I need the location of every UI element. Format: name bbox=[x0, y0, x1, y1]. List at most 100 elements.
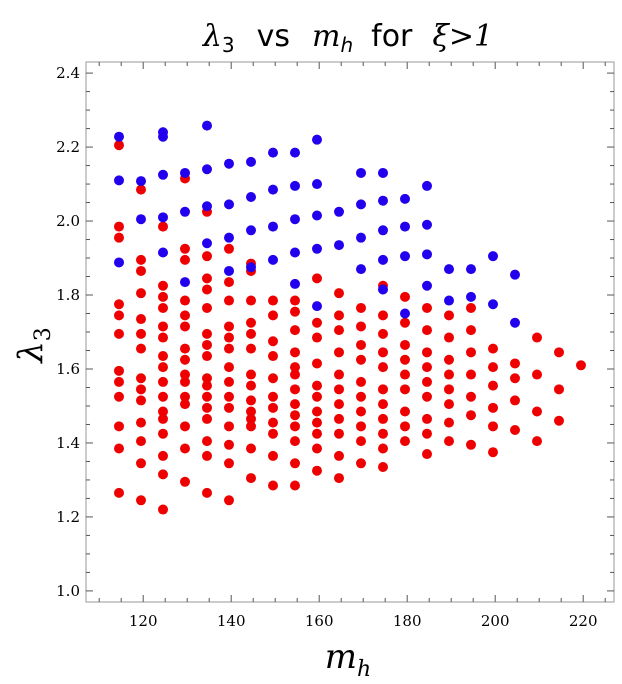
data-point-red bbox=[180, 391, 190, 402]
data-point-blue bbox=[224, 158, 234, 169]
data-point-blue bbox=[488, 299, 498, 310]
data-point-red bbox=[224, 495, 234, 506]
data-point-red bbox=[334, 325, 344, 336]
data-point-red bbox=[290, 325, 300, 336]
data-point-red bbox=[180, 421, 190, 432]
data-point-red bbox=[158, 362, 168, 373]
data-point-red bbox=[268, 428, 278, 439]
data-point-red bbox=[224, 332, 234, 343]
data-point-red bbox=[158, 321, 168, 332]
data-point-red bbox=[554, 384, 564, 395]
data-point-red bbox=[224, 376, 234, 387]
data-point-red bbox=[136, 288, 146, 299]
data-point-red bbox=[334, 347, 344, 358]
data-point-blue bbox=[334, 240, 344, 251]
data-point-blue bbox=[378, 195, 388, 206]
data-point-red bbox=[334, 310, 344, 321]
data-point-red bbox=[180, 321, 190, 332]
data-point-red bbox=[158, 332, 168, 343]
data-point-blue bbox=[202, 120, 212, 131]
data-point-red bbox=[114, 232, 124, 243]
x-tick-label: 200 bbox=[481, 612, 510, 630]
data-point-red bbox=[246, 328, 256, 339]
data-point-red bbox=[444, 436, 454, 447]
data-point-red bbox=[158, 391, 168, 402]
data-point-red bbox=[334, 288, 344, 299]
data-point-red bbox=[290, 369, 300, 380]
data-point-red bbox=[312, 465, 322, 476]
data-point-blue bbox=[400, 251, 410, 262]
data-point-red bbox=[378, 428, 388, 439]
data-point-red bbox=[422, 449, 432, 460]
title-m-sub: h bbox=[340, 33, 353, 57]
data-point-red bbox=[224, 402, 234, 413]
x-axis-label-sub: h bbox=[357, 657, 371, 682]
data-point-red bbox=[180, 243, 190, 254]
data-point-red bbox=[114, 421, 124, 432]
data-point-red bbox=[136, 395, 146, 406]
data-point-blue bbox=[290, 147, 300, 158]
data-point-blue bbox=[312, 210, 322, 221]
data-point-red bbox=[114, 310, 124, 321]
data-point-red bbox=[246, 380, 256, 391]
data-point-red bbox=[136, 328, 146, 339]
data-point-red bbox=[114, 299, 124, 310]
data-point-red bbox=[400, 406, 410, 417]
data-point-red bbox=[422, 347, 432, 358]
data-point-red bbox=[202, 402, 212, 413]
data-point-blue bbox=[268, 221, 278, 232]
data-point-blue bbox=[158, 169, 168, 180]
data-point-red bbox=[312, 428, 322, 439]
data-point-red bbox=[114, 376, 124, 387]
data-point-red bbox=[268, 295, 278, 306]
data-point-red bbox=[290, 410, 300, 421]
y-axis-label-sub: 3 bbox=[31, 327, 56, 341]
data-point-red bbox=[510, 373, 520, 384]
data-point-red bbox=[136, 458, 146, 469]
data-point-blue bbox=[158, 212, 168, 223]
x-axis-label: mh bbox=[325, 637, 371, 682]
data-point-red bbox=[488, 447, 498, 458]
data-point-red bbox=[158, 413, 168, 424]
data-point-red bbox=[444, 354, 454, 365]
data-point-blue bbox=[158, 247, 168, 258]
data-point-blue bbox=[114, 257, 124, 268]
data-point-blue bbox=[180, 277, 190, 288]
data-point-red bbox=[290, 362, 300, 373]
data-point-red bbox=[400, 339, 410, 350]
data-point-red bbox=[136, 384, 146, 395]
data-point-red bbox=[312, 406, 322, 417]
x-tick-label: 180 bbox=[393, 612, 422, 630]
data-point-blue bbox=[180, 167, 190, 178]
y-tick-label: 1.0 bbox=[56, 582, 80, 600]
data-point-red bbox=[202, 302, 212, 313]
axis-ticks: 120 140 160 180 200 220 1.0 1.2 1.4 1.6 1.8 2.0 2.2 2… bbox=[56, 62, 614, 630]
data-point-blue bbox=[510, 269, 520, 280]
data-point-red bbox=[202, 391, 212, 402]
data-point-red bbox=[466, 369, 476, 380]
title-lambda: λ bbox=[202, 19, 222, 54]
data-point-red bbox=[466, 302, 476, 313]
data-point-red bbox=[268, 450, 278, 461]
data-point-red bbox=[356, 421, 366, 432]
data-point-red bbox=[290, 436, 300, 447]
data-point-red bbox=[532, 369, 542, 380]
data-point-red bbox=[158, 302, 168, 313]
data-point-red bbox=[290, 295, 300, 306]
data-point-blue bbox=[290, 247, 300, 258]
data-point-red bbox=[136, 254, 146, 265]
data-point-red bbox=[180, 376, 190, 387]
data-point-red bbox=[334, 384, 344, 395]
data-point-red bbox=[202, 436, 212, 447]
data-point-red bbox=[312, 273, 322, 284]
data-point-blue bbox=[466, 264, 476, 275]
data-point-red bbox=[378, 310, 388, 321]
data-point-blue bbox=[356, 232, 366, 243]
data-point-red bbox=[444, 310, 454, 321]
data-point-red bbox=[224, 421, 234, 432]
data-point-blue bbox=[356, 199, 366, 210]
data-point-red bbox=[246, 413, 256, 424]
data-point-red bbox=[158, 351, 168, 362]
data-point-red bbox=[554, 347, 564, 358]
data-point-red bbox=[224, 458, 234, 469]
